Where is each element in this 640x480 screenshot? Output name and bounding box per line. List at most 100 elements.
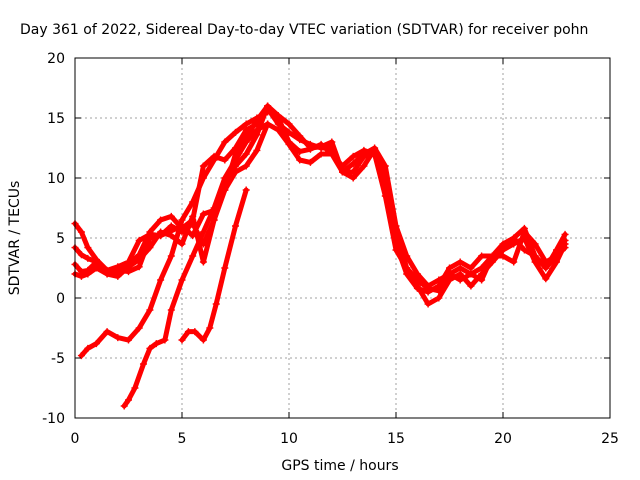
data-point [135,236,143,244]
data-point [199,174,207,182]
data-point [478,270,486,278]
data-point [135,324,143,332]
data-point [561,230,569,238]
data-point [103,328,111,336]
x-axis-label: GPS time / hours [281,458,398,474]
data-point [92,264,100,272]
data-point [189,212,197,220]
data-point [135,263,143,271]
data-point [139,360,147,368]
y-tick-label: 15 [47,111,65,127]
data-point [242,138,250,146]
data-point [510,240,518,248]
data-point [446,276,453,284]
data-point [306,158,314,166]
data-point [499,246,507,254]
series-track-1 [71,102,569,296]
data-point [92,340,100,348]
data-point [328,150,336,158]
data-point [210,204,218,212]
data-point [167,222,175,230]
data-point [232,128,239,136]
data-point [360,162,368,170]
data-point [413,282,421,290]
data-point [349,152,357,160]
data-point [264,120,272,128]
data-point [424,300,432,308]
data-point [167,252,175,260]
data-point [242,150,250,158]
data-point [467,264,475,272]
data-point [77,352,85,360]
data-point [146,306,154,314]
data-point [306,144,314,152]
data-point [84,344,92,352]
data-point [531,258,539,266]
data-point [114,334,122,342]
data-point [435,276,443,284]
data-point [446,270,453,278]
data-point [456,270,464,278]
data-point [296,156,304,164]
chart-title: Day 361 of 2022, Sidereal Day-to-day VTE… [20,22,588,38]
data-point [84,244,92,252]
data-point [253,114,261,122]
data-point [285,140,293,148]
data-point [152,340,160,348]
y-tick-label: 10 [47,171,65,187]
data-point [210,216,218,224]
data-point [191,328,199,336]
data-point [520,234,528,242]
data-point [199,162,207,170]
data-point [189,198,197,206]
data-point [125,396,132,404]
data-point [221,264,229,272]
data-point [242,120,250,128]
data-point [242,186,250,194]
data-point [253,146,261,154]
y-tick-label: 5 [56,231,65,247]
data-point [178,240,186,248]
data-point [178,216,186,224]
data-point [84,254,92,262]
x-tick-label: 15 [387,431,405,447]
data-point [542,264,550,272]
series-track-7 [178,186,250,344]
y-tick-label: -10 [42,411,65,427]
data-point [360,152,368,160]
data-point [274,120,282,128]
y-tick-label: 20 [47,51,65,67]
data-point [114,266,122,274]
data-point [125,263,132,271]
series-track-6 [120,120,272,410]
data-point [120,402,128,410]
x-tick-label: 20 [494,431,512,447]
data-point [296,132,304,140]
data-point [264,108,272,116]
data-point [499,240,507,248]
data-point [221,138,229,146]
x-tick-label: 0 [71,431,80,447]
data-point [146,244,154,252]
data-point [253,126,261,134]
data-point [467,270,475,278]
data-point [435,294,443,302]
data-point [146,228,154,236]
data-point [553,258,560,266]
data-point [553,246,560,254]
data-point [161,336,169,344]
data-point [167,232,175,240]
data-point [349,168,357,176]
axes: 0 5 10 15 20 25 -10 -5 0 5 10 15 20 [42,51,619,447]
data-point [178,276,186,284]
series-track-3 [71,102,569,295]
data-point [212,300,220,308]
data-point [242,162,250,170]
data-point [92,258,100,266]
data-point [542,275,550,283]
data-point [199,210,207,218]
data-point [242,126,250,134]
data-point [232,168,239,176]
data-point [478,252,486,260]
data-point [285,128,293,136]
